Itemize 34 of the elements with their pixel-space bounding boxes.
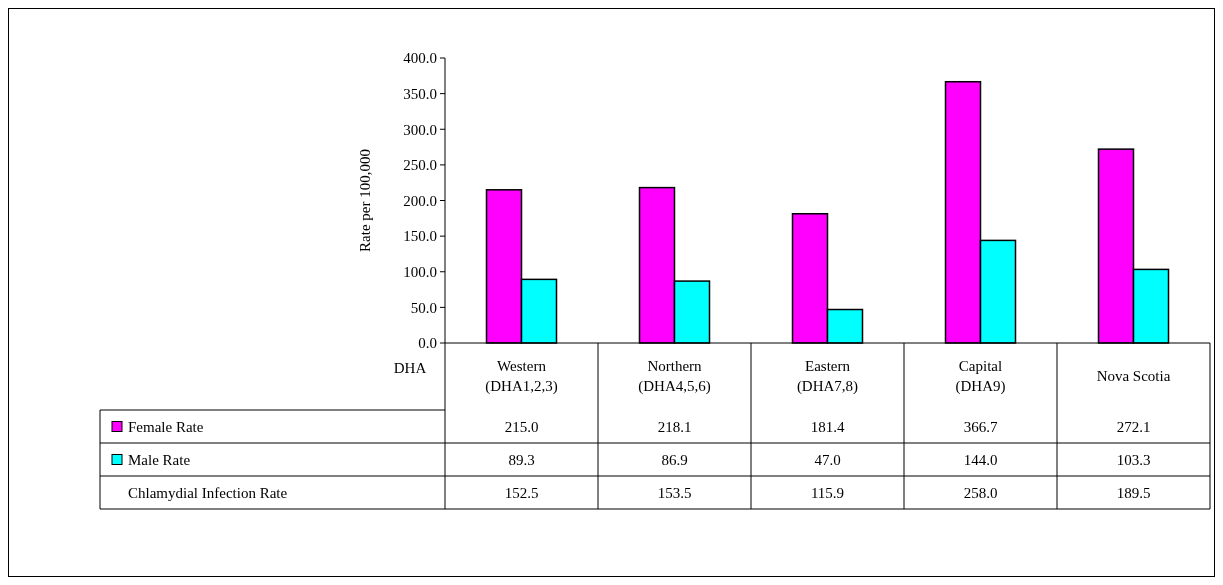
- x-tick-label: Nova Scotia: [1096, 368, 1171, 385]
- y-tick-label: 300.0: [403, 121, 437, 138]
- x-tick-label: Western (DHA1,2,3): [485, 358, 558, 395]
- y-tick-label: 400.0: [403, 50, 437, 67]
- text: 189.5: [1116, 484, 1151, 501]
- y-tick-label: 50.0: [410, 299, 437, 316]
- y-tick-label: 250.0: [403, 157, 437, 174]
- data-label: 272.1: [1116, 418, 1151, 435]
- text: 115.9: [810, 484, 845, 501]
- y-tick-label: 200.0: [403, 192, 437, 209]
- text: 258.0: [963, 484, 998, 501]
- legend-label: Male Rate: [128, 451, 191, 468]
- data-label: 181.4: [810, 418, 845, 435]
- data-label: 103.3: [1116, 451, 1151, 468]
- y-axis-title: Rate per 100,000: [357, 149, 373, 252]
- text: Chlamydial Infection Rate: [128, 484, 288, 501]
- text: 152.5: [504, 484, 539, 501]
- x-tick-label: Capital (DHA9): [955, 358, 1006, 395]
- y-tick-label: 150.0: [403, 228, 437, 245]
- y-tick-label: 100.0: [403, 264, 437, 280]
- y-tick-label: 0.0: [418, 335, 437, 352]
- data-label: 218.1: [657, 418, 692, 435]
- data-label: 144.0: [963, 451, 998, 468]
- y-tick-label: 350.0: [403, 85, 437, 102]
- x-tick-label: Northern (DHA4,5,6): [638, 358, 711, 395]
- data-label: 215.0: [504, 418, 539, 435]
- data-label: 86.9: [661, 451, 688, 468]
- legend-label: Female Rate: [128, 418, 204, 435]
- x-tick-label: Eastern (DHA7,8): [796, 358, 859, 395]
- data-label: 366.7: [963, 418, 998, 435]
- data-label: 47.0: [814, 451, 841, 468]
- x-axis-title: DHA: [393, 360, 427, 376]
- data-label: 89.3: [508, 451, 535, 468]
- text: 153.5: [657, 484, 692, 501]
